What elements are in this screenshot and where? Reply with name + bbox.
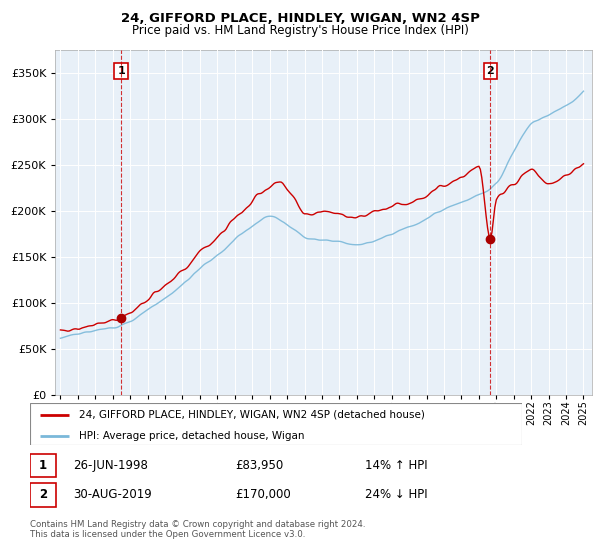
Text: 30-AUG-2019: 30-AUG-2019 xyxy=(73,488,152,501)
Text: £170,000: £170,000 xyxy=(235,488,291,501)
Text: Contains HM Land Registry data © Crown copyright and database right 2024.
This d: Contains HM Land Registry data © Crown c… xyxy=(30,520,365,539)
Text: HPI: Average price, detached house, Wigan: HPI: Average price, detached house, Wiga… xyxy=(79,431,305,441)
Text: 24% ↓ HPI: 24% ↓ HPI xyxy=(365,488,427,501)
Text: 2: 2 xyxy=(39,488,47,501)
Text: Price paid vs. HM Land Registry's House Price Index (HPI): Price paid vs. HM Land Registry's House … xyxy=(131,24,469,36)
Text: 2: 2 xyxy=(487,66,494,76)
Text: 1: 1 xyxy=(117,66,125,76)
Text: 24, GIFFORD PLACE, HINDLEY, WIGAN, WN2 4SP: 24, GIFFORD PLACE, HINDLEY, WIGAN, WN2 4… xyxy=(121,12,479,25)
Text: 1: 1 xyxy=(39,459,47,472)
FancyBboxPatch shape xyxy=(30,483,56,507)
FancyBboxPatch shape xyxy=(30,454,56,477)
Text: 14% ↑ HPI: 14% ↑ HPI xyxy=(365,459,427,472)
Text: 24, GIFFORD PLACE, HINDLEY, WIGAN, WN2 4SP (detached house): 24, GIFFORD PLACE, HINDLEY, WIGAN, WN2 4… xyxy=(79,410,425,420)
Text: £83,950: £83,950 xyxy=(235,459,283,472)
Text: 26-JUN-1998: 26-JUN-1998 xyxy=(73,459,148,472)
FancyBboxPatch shape xyxy=(30,403,522,445)
